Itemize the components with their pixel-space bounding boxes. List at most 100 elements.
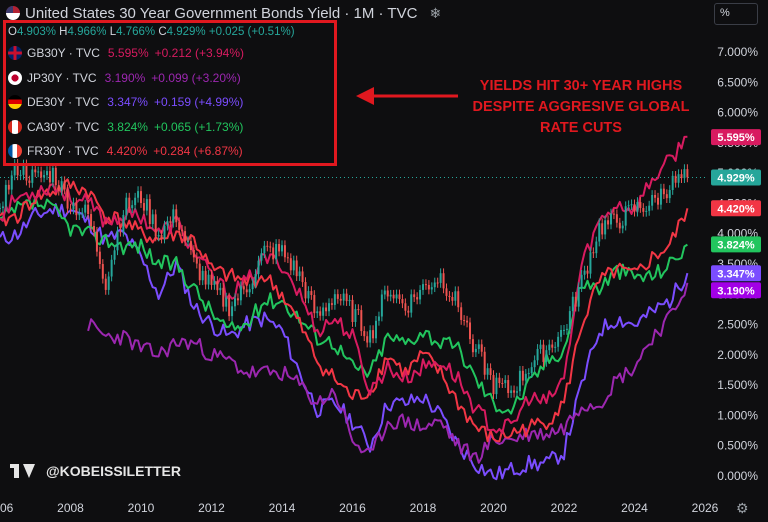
us30y-candle — [269, 241, 272, 253]
candle-body — [192, 249, 195, 258]
candle-body — [630, 204, 633, 206]
us30y-candle — [369, 325, 372, 348]
candle-body — [163, 225, 166, 239]
candle-body — [333, 294, 336, 305]
candle-body — [13, 163, 16, 176]
candle-body — [125, 197, 128, 215]
candle-body — [72, 202, 75, 210]
us30y-candle — [495, 372, 498, 399]
us30y-candle — [377, 311, 380, 326]
us30y-candle — [46, 166, 48, 180]
us30y-candle — [671, 171, 674, 195]
candle-body — [604, 220, 607, 235]
us30y-candle — [81, 207, 84, 218]
us30y-candle — [454, 286, 457, 306]
us30y-candle — [463, 315, 466, 326]
us30y-candle — [151, 209, 154, 229]
us30y-candle — [98, 246, 101, 269]
legend-row-de30y[interactable]: DE30Y · TVC 3.347% +0.159 (+4.99%) — [8, 93, 243, 111]
candle-body — [607, 220, 610, 225]
unit-toggle-button[interactable]: % — [714, 3, 758, 25]
candle-body — [7, 184, 10, 190]
us30y-candle — [659, 183, 662, 210]
us30y-candle — [407, 305, 410, 318]
series-line-gb30y — [0, 135, 688, 435]
candle-body — [483, 351, 486, 375]
tag-bg — [711, 169, 761, 186]
us30y-candle — [419, 285, 422, 305]
us30y-candle — [213, 276, 216, 290]
us30y-candle — [524, 368, 527, 386]
candle-body — [571, 296, 574, 312]
candle-body — [583, 270, 586, 275]
legend-change: +0.099 (+3.20%) — [151, 71, 241, 85]
us30y-candle — [207, 269, 210, 290]
candle-body — [25, 164, 28, 181]
y-tick-label: 1.000% — [717, 408, 758, 422]
candle-body — [140, 191, 142, 204]
candle-body — [57, 185, 60, 191]
us30y-candle — [577, 282, 580, 312]
candle-body — [60, 181, 63, 191]
y-tick-label: 2.000% — [717, 348, 758, 362]
candle-body — [198, 263, 201, 281]
us30y-candle — [201, 266, 204, 286]
us30y-candle — [466, 315, 469, 328]
candle-body — [128, 197, 131, 209]
us30y-candle — [157, 230, 160, 242]
legend-change: +0.212 (+3.94%) — [154, 46, 245, 60]
us30y-candle — [583, 265, 586, 280]
x-tick-label: 2026 — [692, 501, 719, 515]
us30y-candle — [116, 226, 119, 256]
candle-body — [330, 303, 333, 305]
us30y-candle — [10, 170, 13, 195]
candle-body — [231, 306, 234, 317]
us30y-candle — [439, 268, 442, 288]
candle-body — [507, 380, 510, 394]
candle-body — [557, 336, 560, 347]
us30y-candle — [169, 216, 172, 228]
legend-row-jp30y[interactable]: JP30Y · TVC 3.190% +0.099 (+3.20%) — [8, 69, 241, 87]
gear-icon[interactable]: ⚙ — [736, 500, 749, 516]
candle-body — [319, 311, 322, 316]
candle-body — [43, 175, 46, 178]
candle-body — [401, 299, 404, 304]
us30y-candle — [54, 163, 57, 190]
us30y-candle — [565, 323, 568, 335]
candle-body — [48, 171, 51, 183]
us30y-candle — [363, 326, 366, 342]
candle-body — [430, 287, 433, 290]
x-tick-label: 2012 — [198, 501, 225, 515]
us30y-candle — [404, 298, 407, 316]
candle-body — [448, 295, 451, 297]
candle-body — [286, 257, 289, 259]
us30y-candle — [242, 281, 245, 295]
us-flag-icon — [6, 6, 20, 20]
candle-body — [648, 205, 651, 211]
us30y-candle — [16, 159, 19, 181]
snowflake-settings-icon[interactable]: ❄ — [429, 4, 442, 21]
candle-body — [172, 209, 175, 223]
candle-body — [654, 194, 657, 198]
us30y-candle — [154, 209, 157, 242]
x-tick-label: 2022 — [551, 501, 578, 515]
legend-row-gb30y[interactable]: GB30Y · TVC 5.595% +0.212 (+3.94%) — [8, 44, 244, 62]
candle-body — [398, 294, 401, 300]
candle-body — [463, 319, 466, 321]
candle-body — [81, 212, 84, 214]
candle-body — [110, 259, 113, 277]
germany-flag-icon — [8, 95, 22, 109]
candle-body — [615, 214, 618, 223]
legend-row-fr30y[interactable]: FR30Y · TVC 4.420% +0.284 (+6.87%) — [8, 142, 243, 160]
candle-body — [134, 197, 137, 206]
us30y-candle — [480, 339, 483, 357]
legend-row-ca30y[interactable]: CA30Y · TVC 3.824% +0.065 (+1.73%) — [8, 118, 243, 136]
x-axis: 2006 2008 2010 2012 2014 2016 2018 2020 2022 2024… — [0, 501, 719, 515]
us30y-candle — [654, 190, 657, 203]
candle-body — [392, 294, 395, 299]
candle-body — [0, 208, 1, 210]
us30y-candle — [366, 331, 369, 348]
candle-body — [645, 210, 648, 212]
us30y-candle — [48, 166, 51, 188]
us30y-candle — [248, 284, 251, 298]
